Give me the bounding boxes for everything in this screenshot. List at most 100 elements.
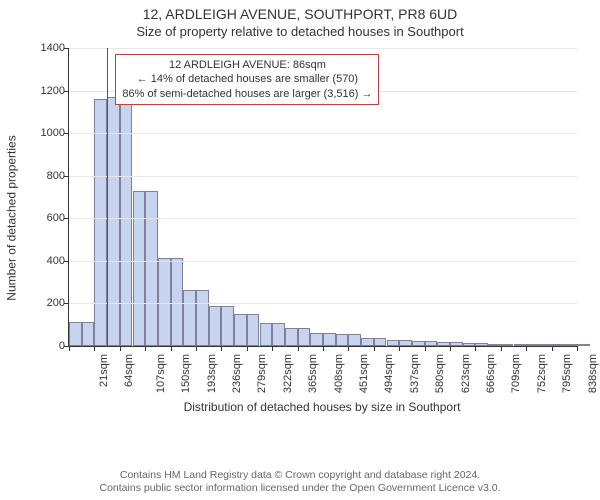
xtick-label: 150sqm bbox=[180, 354, 192, 393]
histogram-bar bbox=[260, 323, 273, 346]
xtick-mark bbox=[450, 346, 451, 351]
xtick-mark bbox=[526, 346, 527, 351]
gridline bbox=[69, 218, 577, 219]
histogram-bar bbox=[361, 338, 374, 347]
histogram-bar bbox=[133, 191, 146, 346]
histogram-bar bbox=[564, 344, 577, 346]
xtick-label: 623sqm bbox=[460, 354, 472, 393]
ytick-label: 1400 bbox=[27, 42, 65, 54]
ytick-mark bbox=[64, 176, 69, 177]
xtick-mark bbox=[323, 346, 324, 351]
xtick-mark bbox=[475, 346, 476, 351]
xtick-mark bbox=[69, 346, 70, 351]
annotation-line-2: ← 14% of detached houses are smaller (57… bbox=[122, 72, 372, 86]
ytick-mark bbox=[64, 261, 69, 262]
histogram-bar bbox=[336, 334, 349, 346]
histogram-bar bbox=[272, 323, 285, 346]
histogram-bar bbox=[285, 328, 298, 346]
histogram-bar bbox=[69, 322, 82, 346]
xtick-mark bbox=[501, 346, 502, 351]
xtick-mark bbox=[272, 346, 273, 351]
histogram-bar bbox=[437, 342, 450, 346]
histogram-bar bbox=[310, 333, 323, 346]
histogram-bar bbox=[552, 344, 565, 346]
chart-wrap: 020040060080010001200140021sqm64sqm107sq… bbox=[18, 48, 582, 418]
histogram-bar bbox=[463, 343, 476, 346]
histogram-bar bbox=[171, 258, 184, 346]
histogram-bar bbox=[412, 341, 425, 346]
histogram-bar bbox=[158, 258, 171, 346]
histogram-bar bbox=[94, 99, 107, 346]
histogram-bar bbox=[475, 343, 488, 346]
copyright-line-1: Contains HM Land Registry data © Crown c… bbox=[0, 469, 600, 483]
xtick-label: 795sqm bbox=[561, 354, 573, 393]
y-axis-label: Number of detached properties bbox=[5, 135, 19, 300]
xtick-label: 580sqm bbox=[434, 354, 446, 393]
histogram-bar bbox=[387, 340, 400, 346]
xtick-mark bbox=[425, 346, 426, 351]
xtick-mark bbox=[120, 346, 121, 351]
histogram-bar bbox=[348, 334, 361, 346]
histogram-bar bbox=[539, 344, 552, 346]
xtick-label: 537sqm bbox=[409, 354, 421, 393]
xtick-label: 451sqm bbox=[358, 354, 370, 393]
annotation-line-3: 86% of semi-detached houses are larger (… bbox=[122, 87, 372, 101]
xtick-label: 236sqm bbox=[231, 354, 243, 393]
gridline bbox=[69, 261, 577, 262]
gridline bbox=[69, 48, 577, 49]
annotation-line-1: 12 ARDLEIGH AVENUE: 86sqm bbox=[122, 58, 372, 72]
histogram-bar bbox=[450, 342, 463, 346]
chart-page: 12, ARDLEIGH AVENUE, SOUTHPORT, PR8 6UD … bbox=[0, 0, 600, 500]
histogram-bar bbox=[425, 341, 438, 346]
histogram-bar bbox=[82, 322, 95, 346]
ytick-label: 1200 bbox=[27, 85, 65, 97]
histogram-bar bbox=[514, 344, 527, 346]
histogram-bar bbox=[107, 97, 120, 346]
xtick-label: 64sqm bbox=[123, 354, 135, 387]
histogram-bar bbox=[399, 340, 412, 346]
histogram-bar bbox=[323, 333, 336, 346]
xtick-label: 709sqm bbox=[511, 354, 523, 393]
ytick-label: 800 bbox=[27, 170, 65, 182]
histogram-bar bbox=[298, 328, 311, 346]
ytick-label: 200 bbox=[27, 297, 65, 309]
xtick-mark bbox=[374, 346, 375, 351]
xtick-mark bbox=[399, 346, 400, 351]
xtick-label: 408sqm bbox=[333, 354, 345, 393]
xtick-label: 107sqm bbox=[155, 354, 167, 393]
xtick-mark bbox=[298, 346, 299, 351]
gridline bbox=[69, 303, 577, 304]
xtick-label: 193sqm bbox=[206, 354, 218, 393]
histogram-bar bbox=[247, 314, 260, 346]
xtick-mark bbox=[145, 346, 146, 351]
plot-area: 020040060080010001200140021sqm64sqm107sq… bbox=[68, 48, 577, 347]
gridline bbox=[69, 133, 577, 134]
page-subtitle: Size of property relative to detached ho… bbox=[0, 24, 600, 39]
ytick-mark bbox=[64, 133, 69, 134]
gridline bbox=[69, 176, 577, 177]
copyright-line-2: Contains public sector information licen… bbox=[0, 482, 600, 496]
ytick-mark bbox=[64, 48, 69, 49]
xtick-mark bbox=[171, 346, 172, 351]
xtick-label: 838sqm bbox=[587, 354, 599, 393]
xtick-label: 666sqm bbox=[485, 354, 497, 393]
ytick-mark bbox=[64, 91, 69, 92]
xtick-mark bbox=[247, 346, 248, 351]
ytick-label: 0 bbox=[27, 340, 65, 352]
ytick-mark bbox=[64, 218, 69, 219]
x-axis-label: Distribution of detached houses by size … bbox=[68, 400, 576, 414]
histogram-bar bbox=[234, 314, 247, 346]
histogram-bar bbox=[501, 344, 514, 346]
page-title: 12, ARDLEIGH AVENUE, SOUTHPORT, PR8 6UD bbox=[0, 0, 600, 22]
xtick-label: 494sqm bbox=[384, 354, 396, 393]
histogram-bar bbox=[145, 191, 158, 346]
ytick-mark bbox=[64, 303, 69, 304]
xtick-mark bbox=[221, 346, 222, 351]
xtick-mark bbox=[577, 346, 578, 351]
histogram-bar bbox=[209, 306, 222, 346]
histogram-bar bbox=[183, 290, 196, 346]
xtick-label: 752sqm bbox=[536, 354, 548, 393]
ytick-label: 400 bbox=[27, 255, 65, 267]
ytick-label: 1000 bbox=[27, 127, 65, 139]
histogram-bar bbox=[374, 338, 387, 347]
